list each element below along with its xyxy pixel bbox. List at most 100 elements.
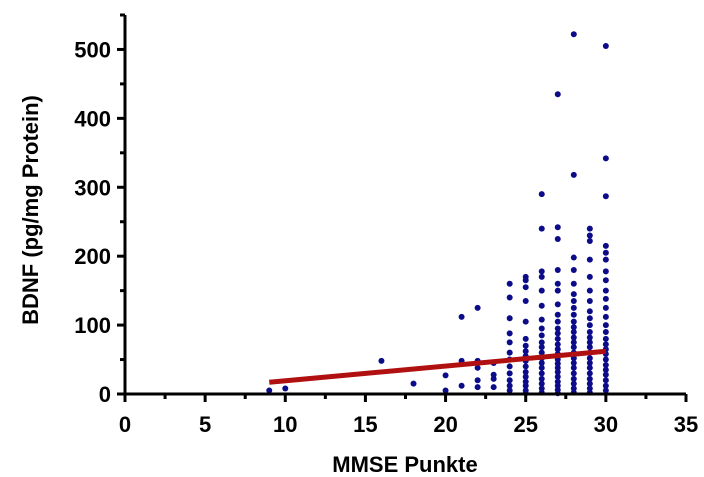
data-point <box>570 31 577 38</box>
x-axis-title: MMSE Punkte <box>332 452 477 477</box>
data-point <box>570 328 577 335</box>
data-point <box>522 335 529 342</box>
x-tick-label: 30 <box>594 412 618 437</box>
data-point <box>506 363 513 370</box>
data-point <box>602 328 609 335</box>
data-point <box>506 349 513 356</box>
data-point <box>570 344 577 351</box>
data-point <box>570 334 577 341</box>
data-point <box>570 339 577 346</box>
data-point <box>554 330 561 337</box>
data-point <box>538 339 545 346</box>
data-point <box>522 318 529 325</box>
data-point <box>554 224 561 231</box>
data-point <box>586 328 593 335</box>
data-point <box>554 301 561 308</box>
data-point <box>522 297 529 304</box>
data-point <box>538 370 545 377</box>
data-point <box>522 373 529 380</box>
data-point <box>602 356 609 363</box>
data-point <box>570 266 577 273</box>
data-point <box>538 349 545 356</box>
data-point <box>490 375 497 382</box>
data-point <box>602 322 609 329</box>
data-point <box>554 360 561 367</box>
data-point <box>522 363 529 370</box>
x-tick-label: 35 <box>674 412 698 437</box>
data-point <box>442 387 449 394</box>
data-point <box>554 311 561 318</box>
y-tick-label: 200 <box>74 244 111 269</box>
y-tick-label: 100 <box>74 313 111 338</box>
data-point <box>474 384 481 391</box>
data-point <box>586 238 593 245</box>
data-point <box>570 171 577 178</box>
x-tick-label: 10 <box>273 412 297 437</box>
data-point <box>570 380 577 387</box>
data-point <box>586 232 593 239</box>
data-point <box>586 225 593 232</box>
y-axis-title: BDNF (pg/mg Protein) <box>18 95 43 325</box>
data-point <box>570 359 577 366</box>
data-point <box>586 297 593 304</box>
data-point <box>602 382 609 389</box>
data-point <box>586 334 593 341</box>
data-point <box>570 375 577 382</box>
data-point <box>602 341 609 348</box>
data-point <box>490 371 497 378</box>
data-point <box>554 325 561 332</box>
data-point <box>570 364 577 371</box>
data-point <box>602 249 609 256</box>
data-point <box>522 348 529 355</box>
data-point <box>554 318 561 325</box>
data-point <box>586 344 593 351</box>
data-point <box>554 341 561 348</box>
data-point <box>522 378 529 385</box>
data-point <box>554 287 561 294</box>
data-point <box>554 378 561 385</box>
data-point <box>538 191 545 198</box>
data-point <box>602 387 609 394</box>
data-point <box>586 308 593 315</box>
data-point <box>506 387 513 394</box>
x-tick-label: 25 <box>513 412 537 437</box>
data-point <box>602 155 609 162</box>
data-point <box>538 316 545 323</box>
y-tick-label: 300 <box>74 175 111 200</box>
data-point <box>458 382 465 389</box>
data-point <box>266 387 273 394</box>
data-point <box>538 375 545 382</box>
data-point <box>602 256 609 263</box>
data-point <box>538 268 545 275</box>
data-point <box>474 377 481 384</box>
data-point <box>538 344 545 351</box>
data-point <box>554 368 561 375</box>
y-tick-label: 400 <box>74 106 111 131</box>
data-point <box>554 266 561 273</box>
data-point <box>586 273 593 280</box>
data-point <box>586 370 593 377</box>
data-point <box>602 371 609 378</box>
y-tick-label: 0 <box>99 382 111 407</box>
data-point <box>506 382 513 389</box>
data-point <box>586 385 593 392</box>
data-point <box>602 304 609 311</box>
data-point <box>554 235 561 242</box>
regression-line-group <box>269 348 607 385</box>
data-point <box>458 313 465 320</box>
data-point <box>586 375 593 382</box>
x-tick-label: 5 <box>199 412 211 437</box>
data-point <box>602 43 609 50</box>
data-point <box>570 280 577 287</box>
data-point <box>538 325 545 332</box>
data-point <box>506 315 513 322</box>
data-point <box>570 311 577 318</box>
data-point <box>442 372 449 379</box>
data-point <box>570 324 577 331</box>
data-point <box>538 359 545 366</box>
data-point <box>602 335 609 342</box>
data-point <box>378 357 385 364</box>
data-point <box>570 370 577 377</box>
data-point <box>586 287 593 294</box>
